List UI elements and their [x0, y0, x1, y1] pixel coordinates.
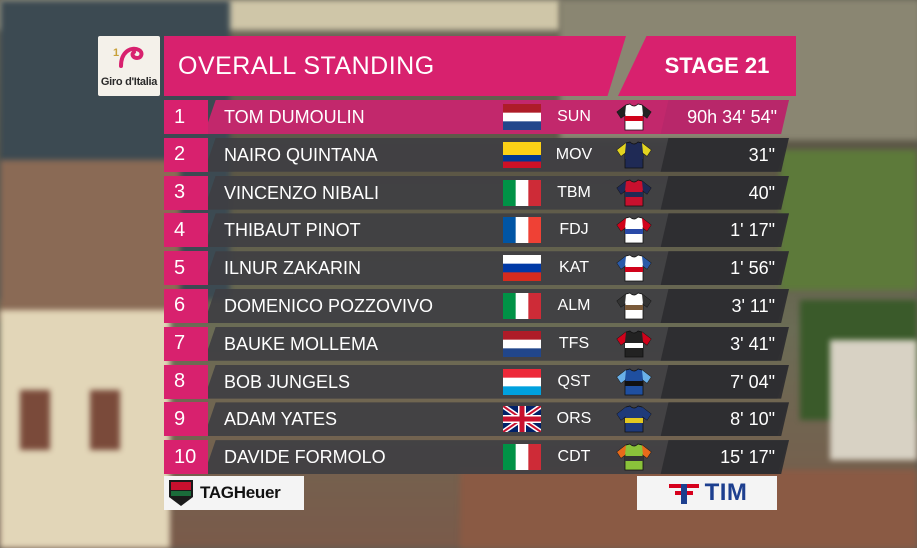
standings-row: 8 BOB JUNGELS QST 7' 04": [164, 364, 789, 399]
time-cell: 7' 04": [660, 364, 789, 399]
time-gap: 1' 56": [730, 258, 775, 279]
time-cell: 1' 56": [660, 251, 789, 286]
team-code: SUN: [557, 108, 591, 125]
italy-flag-icon: [503, 179, 541, 206]
time-gap: 1' 17": [730, 220, 775, 241]
standings-row: 3 VINCENZO NIBALI TBM 40": [164, 175, 789, 210]
tag-heuer-text: TAGHeuer: [200, 483, 281, 502]
team-jersey-icon: [616, 254, 652, 282]
team-code: FDJ: [559, 221, 589, 239]
rank-number: 4: [164, 213, 208, 248]
standings-row: 6 DOMENICO POZZOVIVO ALM 3' 11": [164, 288, 789, 323]
rank-number: 1: [164, 100, 208, 134]
standings-row: 4 THIBAUT PINOT FDJ 1' 17": [164, 213, 789, 248]
team-jersey-icon: [616, 141, 652, 169]
standings-row: 2 NAIRO QUINTANA MOV 31": [164, 137, 789, 172]
standings-row: 7 BAUKE MOLLEMA TFS 3' 41": [164, 326, 789, 361]
rider-name: DOMENICO POZZOVIVO: [224, 295, 434, 316]
team-code: KAT: [559, 259, 589, 277]
standings-row: 1 TOM DUMOULIN SUN 90h 34' 54": [164, 100, 789, 134]
rank-number: 9: [164, 402, 208, 437]
rank-number: 3: [164, 175, 208, 210]
team-code: ALM: [557, 296, 591, 314]
rank-number: 6: [164, 288, 208, 323]
tag-heuer-logo: TAGHeuer: [164, 476, 304, 510]
time-cell: 1' 17": [660, 213, 789, 248]
time-cell: 15' 17": [660, 440, 789, 475]
team-jersey-icon: [616, 103, 652, 131]
team-jersey-icon: [616, 179, 652, 207]
team-code: TBM: [557, 183, 591, 201]
team-code: CDT: [557, 448, 591, 466]
standings-table: 1 TOM DUMOULIN SUN 90h 34' 54" 2 NAIRO Q…: [164, 100, 789, 478]
italy-flag-icon: [503, 292, 541, 319]
time-gap: 15' 17": [720, 447, 775, 468]
france-flag-icon: [503, 217, 541, 244]
tim-text: TIM: [704, 479, 748, 506]
time-cell: 8' 10": [660, 402, 789, 437]
time-gap: 90h 34' 54": [687, 107, 777, 127]
rider-name: ILNUR ZAKARIN: [224, 258, 362, 279]
time-gap: 3' 11": [731, 295, 775, 316]
rider-name: BOB JUNGELS: [224, 371, 351, 392]
svg-text:1: 1: [113, 47, 119, 59]
tim-mark-icon: [668, 484, 699, 504]
time-cell: 90h 34' 54": [660, 100, 789, 134]
giro-logo-text: Giro d'Italia: [100, 76, 158, 88]
time-cell: 3' 41": [660, 326, 789, 361]
standings-row: 10 DAVIDE FORMOLO CDT 15' 17": [164, 440, 789, 475]
rank-number: 10: [164, 440, 208, 475]
luxembourg-flag-icon: [503, 368, 541, 395]
time-gap: 8' 10": [730, 409, 775, 430]
stage-label: STAGE 21: [618, 36, 796, 96]
team-jersey-icon: [616, 368, 652, 396]
giro-logo: 1 Giro d'Italia: [98, 36, 160, 96]
rider-name: DAVIDE FORMOLO: [224, 447, 386, 468]
team-code: ORS: [556, 410, 592, 428]
time-cell: 40": [660, 175, 789, 210]
rank-number: 2: [164, 137, 208, 172]
tag-heuer-shield-icon: [169, 480, 193, 506]
rider-name: NAIRO QUINTANA: [224, 144, 378, 165]
rank-number: 8: [164, 364, 208, 399]
rider-name: THIBAUT PINOT: [224, 220, 361, 241]
standings-row: 5 ILNUR ZAKARIN KAT 1' 56": [164, 251, 789, 286]
team-code: MOV: [555, 145, 593, 163]
time-gap: 3' 41": [730, 333, 775, 354]
team-code: QST: [557, 372, 591, 390]
time-gap: 31": [748, 144, 775, 165]
colombia-flag-icon: [503, 141, 541, 168]
team-jersey-icon: [616, 443, 652, 471]
team-code: TFS: [558, 334, 590, 352]
giro-logo-icon: 1: [113, 46, 144, 68]
rider-name: TOM DUMOULIN: [224, 107, 365, 127]
netherlands-flag-icon: [503, 104, 541, 130]
time-cell: 3' 11": [660, 288, 789, 323]
italy-flag-icon: [503, 444, 541, 471]
rank-number: 7: [164, 326, 208, 361]
netherlands-flag-icon: [503, 330, 541, 357]
rider-name: ADAM YATES: [224, 409, 338, 430]
team-jersey-icon: [616, 216, 652, 244]
united-kingdom-flag-icon: [503, 406, 541, 433]
rank-number: 5: [164, 251, 208, 286]
standings-title: OVERALL STANDING: [164, 36, 626, 96]
russia-flag-icon: [503, 255, 541, 282]
standings-row: 9 ADAM YATES ORS 8' 10": [164, 402, 789, 437]
tim-logo: TIM: [637, 476, 777, 510]
rider-name: BAUKE MOLLEMA: [224, 333, 379, 354]
time-gap: 7' 04": [730, 371, 775, 392]
time-gap: 40": [748, 182, 775, 203]
rider-name: VINCENZO NIBALI: [224, 182, 380, 203]
team-jersey-icon: [616, 405, 652, 433]
time-cell: 31": [660, 137, 789, 172]
team-jersey-icon: [616, 292, 652, 320]
team-jersey-icon: [616, 330, 652, 358]
